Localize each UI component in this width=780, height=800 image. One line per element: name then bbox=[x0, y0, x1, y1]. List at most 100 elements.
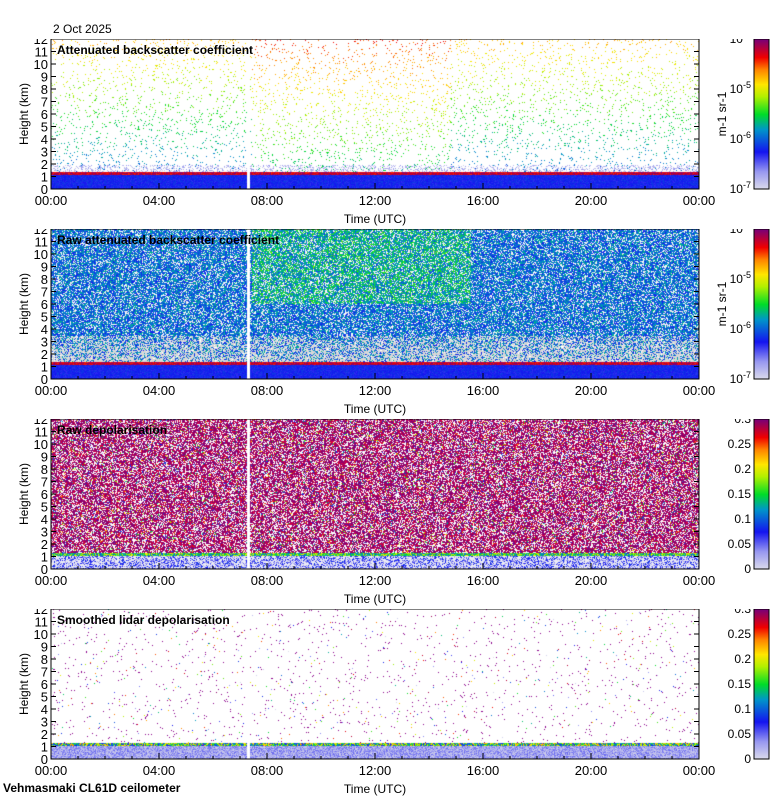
colorbar-segment bbox=[754, 628, 769, 630]
colorbar-segment bbox=[754, 539, 769, 541]
colorbar-segment bbox=[754, 499, 769, 501]
colorbar-segment bbox=[754, 696, 769, 698]
colorbar-tick-label: 0.05 bbox=[728, 537, 752, 551]
colorbar-segment bbox=[754, 300, 769, 302]
colorbar-segment bbox=[754, 312, 769, 314]
colorbar-segment bbox=[754, 107, 769, 109]
colorbar-segment bbox=[754, 458, 769, 460]
colorbar-segment bbox=[754, 500, 769, 502]
panel-2: Raw attenuated backscatter coefficient 0 1… bbox=[0, 229, 780, 419]
colorbar-segment bbox=[754, 544, 769, 546]
colorbar-segment bbox=[754, 438, 769, 440]
colorbar-segment bbox=[754, 700, 769, 702]
colorbar-segment bbox=[754, 745, 769, 747]
x-tick-label: 12:00 bbox=[359, 763, 392, 778]
colorbar-segment bbox=[754, 277, 769, 279]
colorbar-segment bbox=[754, 279, 769, 281]
colorbar-segment bbox=[754, 250, 769, 252]
colorbar-segment bbox=[754, 296, 769, 298]
colorbar-segment bbox=[754, 719, 769, 721]
colorbar-segment bbox=[754, 59, 769, 61]
colorbar-segment bbox=[754, 530, 769, 532]
colorbar-segment bbox=[754, 316, 769, 318]
colorbar-segment bbox=[754, 491, 769, 493]
colorbar-segment bbox=[754, 540, 769, 542]
panel-1: Attenuated backscatter coefficient 0 1 2 3 4 5… bbox=[0, 39, 780, 229]
colorbar-segment bbox=[754, 440, 769, 442]
colorbar-segment bbox=[754, 56, 769, 58]
y-tick-label: 7 bbox=[41, 475, 48, 490]
colorbar-segment bbox=[754, 275, 769, 277]
colorbar-segment bbox=[754, 660, 769, 662]
colorbar-segment bbox=[754, 468, 769, 470]
y-tick-label: 0 bbox=[41, 562, 48, 577]
colorbar-segment bbox=[754, 123, 769, 125]
colorbar-segment bbox=[754, 479, 769, 481]
colorbar-segment bbox=[754, 639, 769, 641]
colorbar-segment bbox=[754, 266, 769, 268]
colorbar-segment bbox=[754, 710, 769, 712]
colorbar-segment bbox=[754, 130, 769, 132]
colorbar-segment bbox=[754, 55, 769, 57]
colorbar-segment bbox=[754, 613, 769, 615]
colorbar-segment bbox=[754, 714, 769, 716]
colorbar-segment bbox=[754, 757, 769, 759]
colorbar-segment bbox=[754, 142, 769, 144]
plot-frame bbox=[50, 39, 700, 190]
colorbar-segment bbox=[754, 751, 769, 753]
colorbar-segment bbox=[754, 754, 769, 756]
colorbar-segment bbox=[754, 328, 769, 330]
colorbar-tick-label: 10-4 bbox=[730, 229, 751, 236]
colorbar-segment bbox=[754, 740, 769, 742]
colorbar-segment bbox=[754, 516, 769, 518]
colorbar-segment bbox=[754, 730, 769, 732]
colorbar-segment bbox=[754, 362, 769, 364]
colorbar-segment bbox=[754, 556, 769, 558]
colorbar-frame bbox=[753, 419, 770, 570]
colorbar-segment bbox=[754, 541, 769, 543]
colorbar-segment bbox=[754, 360, 769, 362]
colorbar-segment bbox=[754, 436, 769, 438]
y-tick-label: 5 bbox=[41, 500, 48, 515]
colorbar-segment bbox=[754, 325, 769, 327]
x-axis-label: Time (UTC) bbox=[344, 212, 406, 226]
colorbar-segment bbox=[754, 330, 769, 332]
colorbar-segment bbox=[754, 90, 769, 92]
colorbar-segment bbox=[754, 667, 769, 669]
colorbar-segment bbox=[754, 375, 769, 377]
colorbar-segment bbox=[754, 697, 769, 699]
colorbar-segment bbox=[754, 305, 769, 307]
colorbar-segment bbox=[754, 486, 769, 488]
colorbar-segment bbox=[754, 709, 769, 711]
colorbar-segment bbox=[754, 341, 769, 343]
colorbar-segment bbox=[754, 359, 769, 361]
colorbar-segment bbox=[754, 302, 769, 304]
colorbar-segment bbox=[754, 79, 769, 81]
colorbar-segment bbox=[754, 238, 769, 240]
colorbar-segment bbox=[754, 135, 769, 137]
colorbar-segment bbox=[754, 658, 769, 660]
colorbar-segment bbox=[754, 711, 769, 713]
colorbar-segment bbox=[754, 124, 769, 126]
y-tick-label: 3 bbox=[41, 525, 48, 540]
colorbar-tick-label: 0.25 bbox=[728, 627, 752, 641]
colorbar-segment bbox=[754, 637, 769, 639]
colorbar-segment bbox=[754, 179, 769, 181]
colorbar-segment bbox=[754, 665, 769, 667]
colorbar-segment bbox=[754, 157, 769, 159]
y-tick-label: 9 bbox=[41, 450, 48, 465]
y-tick-label: 7 bbox=[41, 285, 48, 300]
colorbar-segment bbox=[754, 81, 769, 83]
colorbar-segment bbox=[754, 68, 769, 70]
colorbar-segment bbox=[754, 495, 769, 497]
colorbar-segment bbox=[754, 548, 769, 550]
colorbar-segment bbox=[754, 363, 769, 365]
colorbar-segment bbox=[754, 94, 769, 96]
colorbar-segment bbox=[754, 452, 769, 454]
colorbar-segment bbox=[754, 454, 769, 456]
colorbar-frame bbox=[753, 609, 770, 760]
x-tick-label: 08:00 bbox=[251, 573, 284, 588]
colorbar-segment bbox=[754, 169, 769, 171]
colorbar-segment bbox=[754, 448, 769, 450]
